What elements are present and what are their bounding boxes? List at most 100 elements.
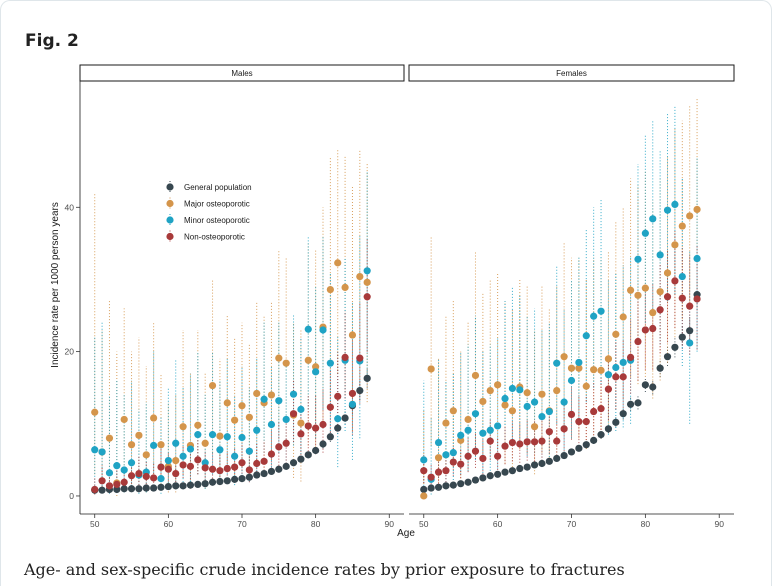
females-non-osteoporotic-points bbox=[420, 277, 701, 481]
males-non-osteoporotic-point-60 bbox=[164, 465, 172, 473]
females-general-population-point-55 bbox=[457, 480, 465, 488]
females-minor-osteoporotic-point-66 bbox=[538, 412, 546, 421]
females-general-population-point-50 bbox=[420, 485, 428, 494]
females-non-osteoporotic-point-58 bbox=[479, 454, 487, 463]
females-non-osteoporotic-point-67 bbox=[545, 428, 553, 436]
males-general-population-point-64 bbox=[194, 480, 202, 489]
males-major-osteoporotic-point-54 bbox=[120, 415, 128, 424]
females-major-osteoporotic-point-57 bbox=[471, 371, 480, 380]
females-general-population-points bbox=[420, 291, 701, 494]
females-non-osteoporotic-point-86 bbox=[686, 302, 694, 310]
males-major-osteoporotic-point-80 bbox=[312, 363, 320, 371]
males-minor-osteoporotic-point-63 bbox=[186, 445, 195, 453]
females-minor-osteoporotic-point-61 bbox=[501, 394, 509, 403]
females-major-osteoporotic-point-64 bbox=[523, 389, 531, 397]
males-non-osteoporotic-point-69 bbox=[231, 463, 239, 471]
males-general-population-point-82 bbox=[326, 433, 334, 441]
males-minor-osteoporotic-point-71 bbox=[245, 447, 253, 455]
males-major-osteoporotic-point-58 bbox=[150, 414, 158, 422]
males-major-osteoporotic-points bbox=[91, 259, 371, 487]
females-major-osteoporotic-point-75 bbox=[604, 355, 613, 363]
females-minor-osteoporotic-point-71 bbox=[575, 358, 583, 367]
females-x-tick-label-50: 50 bbox=[419, 519, 429, 529]
females-major-osteoporotic-point-65 bbox=[530, 423, 539, 431]
legend-key-minor-osteoporotic bbox=[166, 216, 174, 224]
females-minor-osteoporotic-point-70 bbox=[567, 376, 576, 385]
males-non-osteoporotic-point-53 bbox=[113, 480, 121, 489]
males-major-osteoporotic-point-86 bbox=[356, 272, 364, 281]
legend-label-minor-osteoporotic: Minor osteoporotic bbox=[184, 216, 250, 225]
females-general-population-point-75 bbox=[604, 425, 613, 433]
females-general-population-error-bars bbox=[423, 279, 698, 491]
females-non-osteoporotic-point-71 bbox=[575, 418, 583, 426]
males-minor-osteoporotic-point-87 bbox=[363, 267, 371, 275]
males-general-population-point-74 bbox=[267, 467, 276, 476]
males-minor-osteoporotic-point-74 bbox=[267, 420, 276, 429]
females-minor-osteoporotic-point-76 bbox=[612, 363, 620, 372]
males-minor-osteoporotic-point-72 bbox=[253, 426, 261, 434]
males-non-osteoporotic-point-63 bbox=[186, 462, 195, 470]
males-major-osteoporotic-point-78 bbox=[297, 419, 305, 427]
females-major-osteoporotic-point-60 bbox=[494, 381, 502, 389]
males-minor-osteoporotic-point-83 bbox=[334, 415, 342, 423]
figure-label: Fig. 2 bbox=[25, 31, 79, 51]
females-minor-osteoporotic-point-57 bbox=[471, 410, 480, 418]
females-minor-osteoporotic-point-72 bbox=[582, 332, 590, 340]
legend-key-major-osteoporotic bbox=[166, 199, 174, 208]
females-non-osteoporotic-point-78 bbox=[626, 353, 635, 361]
females-non-osteoporotic-point-70 bbox=[567, 410, 576, 419]
females-general-population-point-70 bbox=[567, 448, 576, 456]
females-major-osteoporotic-point-69 bbox=[560, 353, 568, 361]
females-general-population-point-72 bbox=[582, 441, 590, 449]
males-non-osteoporotic-point-58 bbox=[150, 474, 158, 482]
females-major-osteoporotic-point-84 bbox=[671, 241, 679, 249]
females-non-osteoporotic-point-76 bbox=[612, 373, 620, 381]
legend-label-major-osteoporotic: Major osteoporotic bbox=[184, 200, 250, 209]
males-non-osteoporotic-point-80 bbox=[312, 424, 320, 432]
males-non-osteoporotic-point-65 bbox=[201, 464, 209, 472]
females-minor-osteoporotic-point-84 bbox=[671, 200, 679, 209]
males-general-population-point-63 bbox=[186, 481, 195, 489]
males-minor-osteoporotic-point-82 bbox=[326, 359, 334, 367]
females-non-osteoporotic-point-80 bbox=[641, 326, 649, 334]
strip-males bbox=[79, 64, 405, 82]
females-minor-osteoporotic-point-60 bbox=[494, 422, 502, 430]
males-minor-osteoporotic-point-77 bbox=[289, 390, 298, 398]
males-general-population-point-60 bbox=[164, 482, 172, 491]
males-major-osteoporotic-point-50 bbox=[91, 408, 99, 416]
males-non-osteoporotic-point-72 bbox=[253, 459, 261, 468]
males-non-osteoporotic-point-55 bbox=[127, 472, 136, 480]
females-major-osteoporotic-point-66 bbox=[538, 390, 546, 398]
females-non-osteoporotic-point-63 bbox=[516, 440, 524, 448]
males-non-osteoporotic-point-64 bbox=[194, 456, 202, 464]
females-general-population-point-69 bbox=[560, 451, 568, 460]
females-major-osteoporotic-point-55 bbox=[457, 436, 465, 444]
females-non-osteoporotic-point-83 bbox=[663, 293, 672, 301]
females-major-osteoporotic-point-52 bbox=[434, 454, 443, 462]
females-general-population-point-63 bbox=[516, 464, 524, 473]
males-general-population-point-77 bbox=[289, 459, 298, 467]
males-minor-osteoporotic-point-61 bbox=[172, 439, 180, 447]
panel-males: Males bbox=[79, 64, 405, 496]
males-major-osteoporotic-point-52 bbox=[105, 434, 114, 442]
females-non-osteoporotic-point-74 bbox=[597, 405, 605, 413]
females-minor-osteoporotic-point-73 bbox=[590, 312, 598, 320]
males-general-population-point-57 bbox=[142, 484, 150, 492]
strip-label-males: Males bbox=[231, 69, 252, 78]
females-major-osteoporotic-point-72 bbox=[582, 382, 590, 390]
females-major-osteoporotic-point-61 bbox=[501, 401, 509, 409]
males-general-population-point-53 bbox=[113, 485, 121, 494]
females-minor-osteoporotic-point-56 bbox=[464, 426, 472, 434]
males-general-population-point-71 bbox=[245, 473, 253, 481]
females-non-osteoporotic-point-82 bbox=[656, 306, 664, 314]
males-minor-osteoporotic-point-53 bbox=[113, 462, 121, 470]
females-major-osteoporotic-point-78 bbox=[626, 286, 635, 294]
males-non-osteoporotic-point-84 bbox=[341, 353, 349, 361]
males-minor-osteoporotic-points bbox=[91, 267, 371, 483]
females-minor-osteoporotic-point-65 bbox=[530, 398, 539, 406]
y-tick-label-0: 0 bbox=[69, 491, 74, 501]
males-major-osteoporotic-point-55 bbox=[127, 441, 136, 449]
females-non-osteoporotic-point-52 bbox=[434, 468, 443, 476]
females-non-osteoporotic-point-62 bbox=[508, 438, 517, 447]
females-x-tick-label-70: 70 bbox=[567, 519, 577, 529]
